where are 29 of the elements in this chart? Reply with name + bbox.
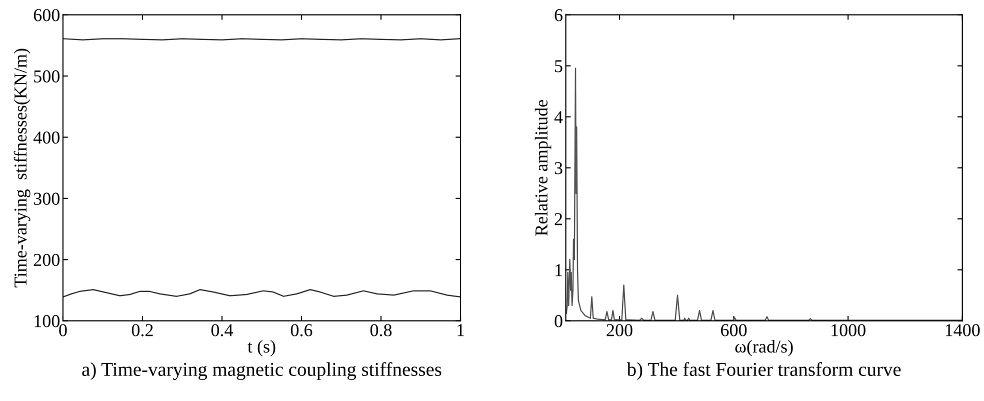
y-tick-label: 200 <box>34 254 60 266</box>
x-tick-label: 200 <box>606 324 632 336</box>
x-tick-label: 0.6 <box>290 324 312 336</box>
y-axis-title: Relative amplitude <box>534 100 552 236</box>
y-tick-label: 4 <box>554 111 563 124</box>
y-tick-label: 100 <box>34 315 60 328</box>
x-tick-label: 600 <box>721 324 747 336</box>
y-axis-title: Time-varying stiffnesses(KN/m) <box>14 48 30 288</box>
y-tick-label: 6 <box>554 9 562 22</box>
y-tick-label: 1 <box>556 264 562 276</box>
line-series <box>62 288 461 298</box>
x-axis-title: ω(rad/s) <box>735 340 793 356</box>
y-tick-label: 400 <box>33 131 60 144</box>
y-tick-label: 2 <box>554 213 562 226</box>
y-tick-label: 300 <box>34 192 60 205</box>
x-tick-label: 1 <box>458 324 464 336</box>
text: b) The fast Fourier transform curve <box>626 362 901 380</box>
x-tick-label: 0.8 <box>370 324 392 336</box>
y-tick-label: 5 <box>555 60 562 72</box>
y-tick-label: 600 <box>34 9 60 22</box>
y-tick-label: 3 <box>554 162 562 174</box>
x-axis-title: t (s) <box>248 340 276 356</box>
x-tick-label: 1000 <box>832 324 866 336</box>
x-tick-label: 0.4 <box>211 324 233 336</box>
y-tick-label: 0 <box>554 315 562 328</box>
x-tick-label: 0.2 <box>132 324 153 336</box>
x-tick-label: 1400 <box>946 324 980 336</box>
text: a) Time-varying magnetic coupling stiffnesses <box>82 362 442 380</box>
y-tick-label: 500 <box>34 70 60 82</box>
